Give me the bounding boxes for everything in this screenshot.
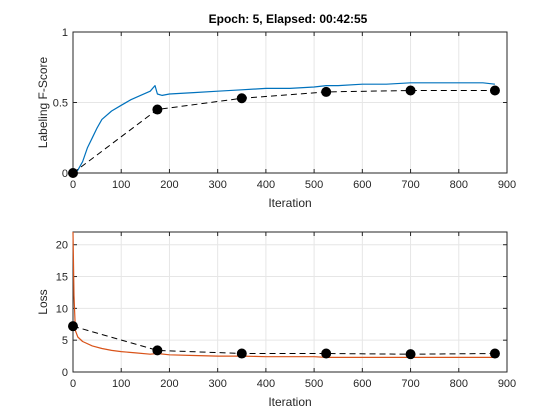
fscore-plot: 0 100 200 300 400 500 600 700 800 900 0 0.5 1 Iterati… — [36, 27, 516, 210]
x-tick-label-700: 700 — [401, 179, 419, 191]
x-tick-label-700: 700 — [401, 378, 419, 390]
validation-point — [68, 321, 78, 332]
x-tick-label-0: 0 — [70, 179, 76, 191]
x-tick-label-500: 500 — [305, 179, 323, 191]
x-tick-label-600: 600 — [353, 179, 371, 191]
x-tick-label-400: 400 — [257, 378, 275, 390]
validation-point — [405, 85, 416, 96]
x-tick-label-400: 400 — [257, 179, 275, 191]
validation-point — [321, 86, 332, 97]
validation-point — [152, 345, 163, 356]
y-axis-label: Labeling F-Score — [36, 56, 50, 148]
axes-box — [72, 231, 508, 373]
y-tick-label-0: 0 — [62, 168, 68, 180]
validation-point — [405, 349, 416, 360]
x-tick-label-900: 900 — [498, 179, 516, 191]
x-tick-label-300: 300 — [208, 179, 226, 191]
x-tick-label-500: 500 — [305, 378, 323, 390]
y-tick-label-15: 15 — [56, 272, 68, 284]
validation-point — [489, 85, 500, 96]
training-series-line — [72, 82, 495, 174]
x-tick-label-800: 800 — [450, 378, 468, 390]
validation-series-line — [72, 325, 495, 355]
plot-area — [73, 232, 507, 372]
figure-title: Epoch: 5, Elapsed: 00:42:55 — [209, 12, 368, 26]
y-tick-label-1: 1 — [62, 27, 68, 39]
validation-point — [489, 348, 500, 359]
x-tick-label-100: 100 — [112, 378, 130, 390]
y-tick-label-0-5: 0.5 — [53, 98, 68, 110]
validation-point — [236, 93, 247, 104]
y-tick-label-20: 20 — [56, 240, 68, 252]
validation-point — [321, 348, 332, 359]
x-tick-label-0: 0 — [70, 378, 76, 390]
y-axis-label: Loss — [36, 289, 50, 314]
validation-point — [236, 348, 247, 359]
y-tick-label-10: 10 — [56, 303, 68, 315]
y-tick-label-5: 5 — [62, 335, 68, 347]
x-tick-label-200: 200 — [160, 378, 178, 390]
x-axis-label: Iteration — [268, 196, 311, 210]
validation-point — [152, 104, 163, 115]
x-tick-label-800: 800 — [450, 179, 468, 191]
x-tick-label-600: 600 — [353, 378, 371, 390]
x-axis-label: Iteration — [268, 395, 311, 409]
x-tick-label-200: 200 — [160, 179, 178, 191]
y-tick-label-0: 0 — [62, 367, 68, 379]
x-tick-label-300: 300 — [208, 378, 226, 390]
loss-plot: 0 100 200 300 400 500 600 700 800 900 0 5 10 15 20 Iter… — [36, 231, 516, 409]
x-tick-label-100: 100 — [112, 179, 130, 191]
validation-point — [68, 168, 78, 178]
validation-series-line — [72, 90, 495, 174]
x-tick-label-900: 900 — [498, 378, 516, 390]
